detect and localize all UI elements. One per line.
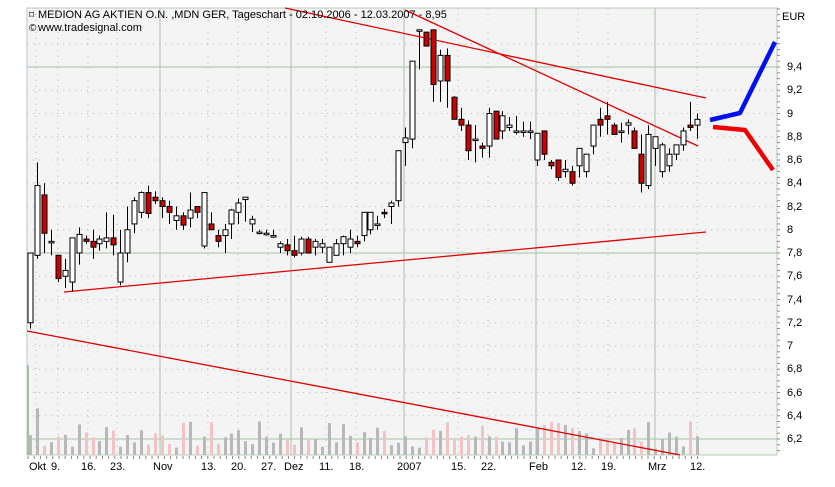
candlesticks [27,29,701,329]
chart-title: MEDION AG AKTIEN O.N. ,MDN GER, Tagescha… [38,9,447,21]
x-axis-label: Feb [529,461,548,473]
plot-area [26,7,778,456]
currency-label: EUR [782,11,806,23]
x-axis-label: 12. [690,461,706,473]
y-axis-label: 6,8 [787,363,803,376]
y-axis-label: 8,4 [787,177,803,190]
chart-symbol-icon: ⌑ [29,10,35,21]
x-axis-label: 22. [481,461,497,473]
x-axis-label: Mrz [648,461,667,473]
x-axis-label: 19. [601,461,617,473]
chart-source: www.tradesignal.com [38,22,142,34]
y-axis-label: 8,8 [787,130,803,143]
volume-bars [29,408,699,455]
x-axis-label: 15. [451,461,467,473]
forecast-paths [709,41,778,172]
x-axis-label: 2007 [397,461,422,473]
x-axis-label: Nov [153,461,173,473]
y-axis-label: 6,6 [787,386,803,399]
x-axis-label: 11. [319,461,334,473]
y-axis-label: 7,8 [787,247,803,259]
y-axis-label: 8,6 [787,154,803,166]
x-axis-label: 13. [201,461,217,473]
y-axis-label: 8,2 [787,200,803,213]
trendlines [26,7,707,456]
chart-title-line: ⌑ MEDION AG AKTIEN O.N. ,MDN GER, Tagesch… [29,9,447,22]
x-axis-label: 27. [261,461,277,473]
x-axis-label: 12. [571,461,587,473]
y-axis-label: 7,2 [787,316,803,329]
y-axis-label: 8 [787,223,794,236]
y-axis-label: 9,2 [787,84,803,97]
y-axis-label: 7 [787,340,794,352]
x-axis-label: Dez [284,461,304,473]
axis-ticks [27,8,780,459]
x-axis-label: 18. [349,461,365,473]
chart-source-line: © www.tradesignal.com [29,22,447,35]
y-axis-label: 6,2 [787,433,803,445]
x-axis-label: 20. [231,461,247,473]
y-axis-label: 7,6 [787,270,803,283]
x-axis-label: 16. [81,461,97,473]
copyright-icon: © [29,23,37,34]
y-axis-label: 9 [787,107,794,120]
y-axis-label: 9,4 [787,61,803,73]
y-axis-label: 7,4 [787,293,803,306]
x-axis-label: Okt [29,461,47,473]
x-axis-label: 23. [110,461,126,473]
chart-header: ⌑ MEDION AG AKTIEN O.N. ,MDN GER, Tagesch… [29,9,447,35]
grid-lines [27,8,777,455]
x-axis-label: 9. [51,461,61,473]
y-axis-label: 6,4 [787,409,803,422]
